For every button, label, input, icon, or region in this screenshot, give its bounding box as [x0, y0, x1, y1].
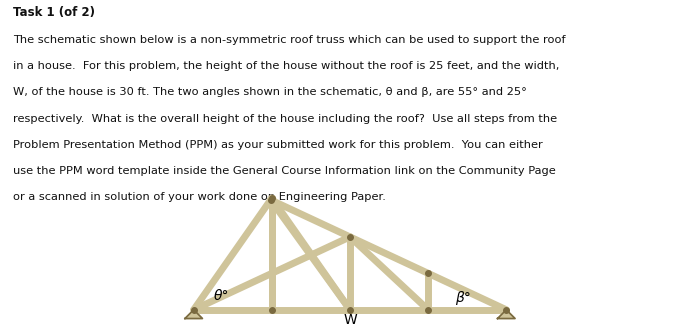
Text: The schematic shown below is a non-symmetric roof truss which can be used to sup: The schematic shown below is a non-symme… [13, 35, 565, 45]
Text: θ°: θ° [214, 289, 230, 303]
Text: W, of the house is 30 ft. The two angles shown in the schematic, θ and β, are 55: W, of the house is 30 ft. The two angles… [13, 87, 526, 97]
Text: W: W [343, 313, 357, 327]
Text: in a house.  For this problem, the height of the house without the roof is 25 fe: in a house. For this problem, the height… [13, 61, 559, 71]
Text: or a scanned in solution of your work done on Engineering Paper.: or a scanned in solution of your work do… [13, 192, 386, 202]
Text: β°: β° [454, 291, 470, 305]
Text: Problem Presentation Method (PPM) as your submitted work for this problem.  You : Problem Presentation Method (PPM) as you… [13, 140, 542, 150]
Polygon shape [498, 310, 515, 319]
Polygon shape [185, 310, 202, 319]
Text: respectively.  What is the overall height of the house including the roof?  Use : respectively. What is the overall height… [13, 114, 556, 124]
Text: Task 1 (of 2): Task 1 (of 2) [13, 6, 94, 19]
Text: use the PPM word template inside the General Course Information link on the Comm: use the PPM word template inside the Gen… [13, 166, 555, 176]
